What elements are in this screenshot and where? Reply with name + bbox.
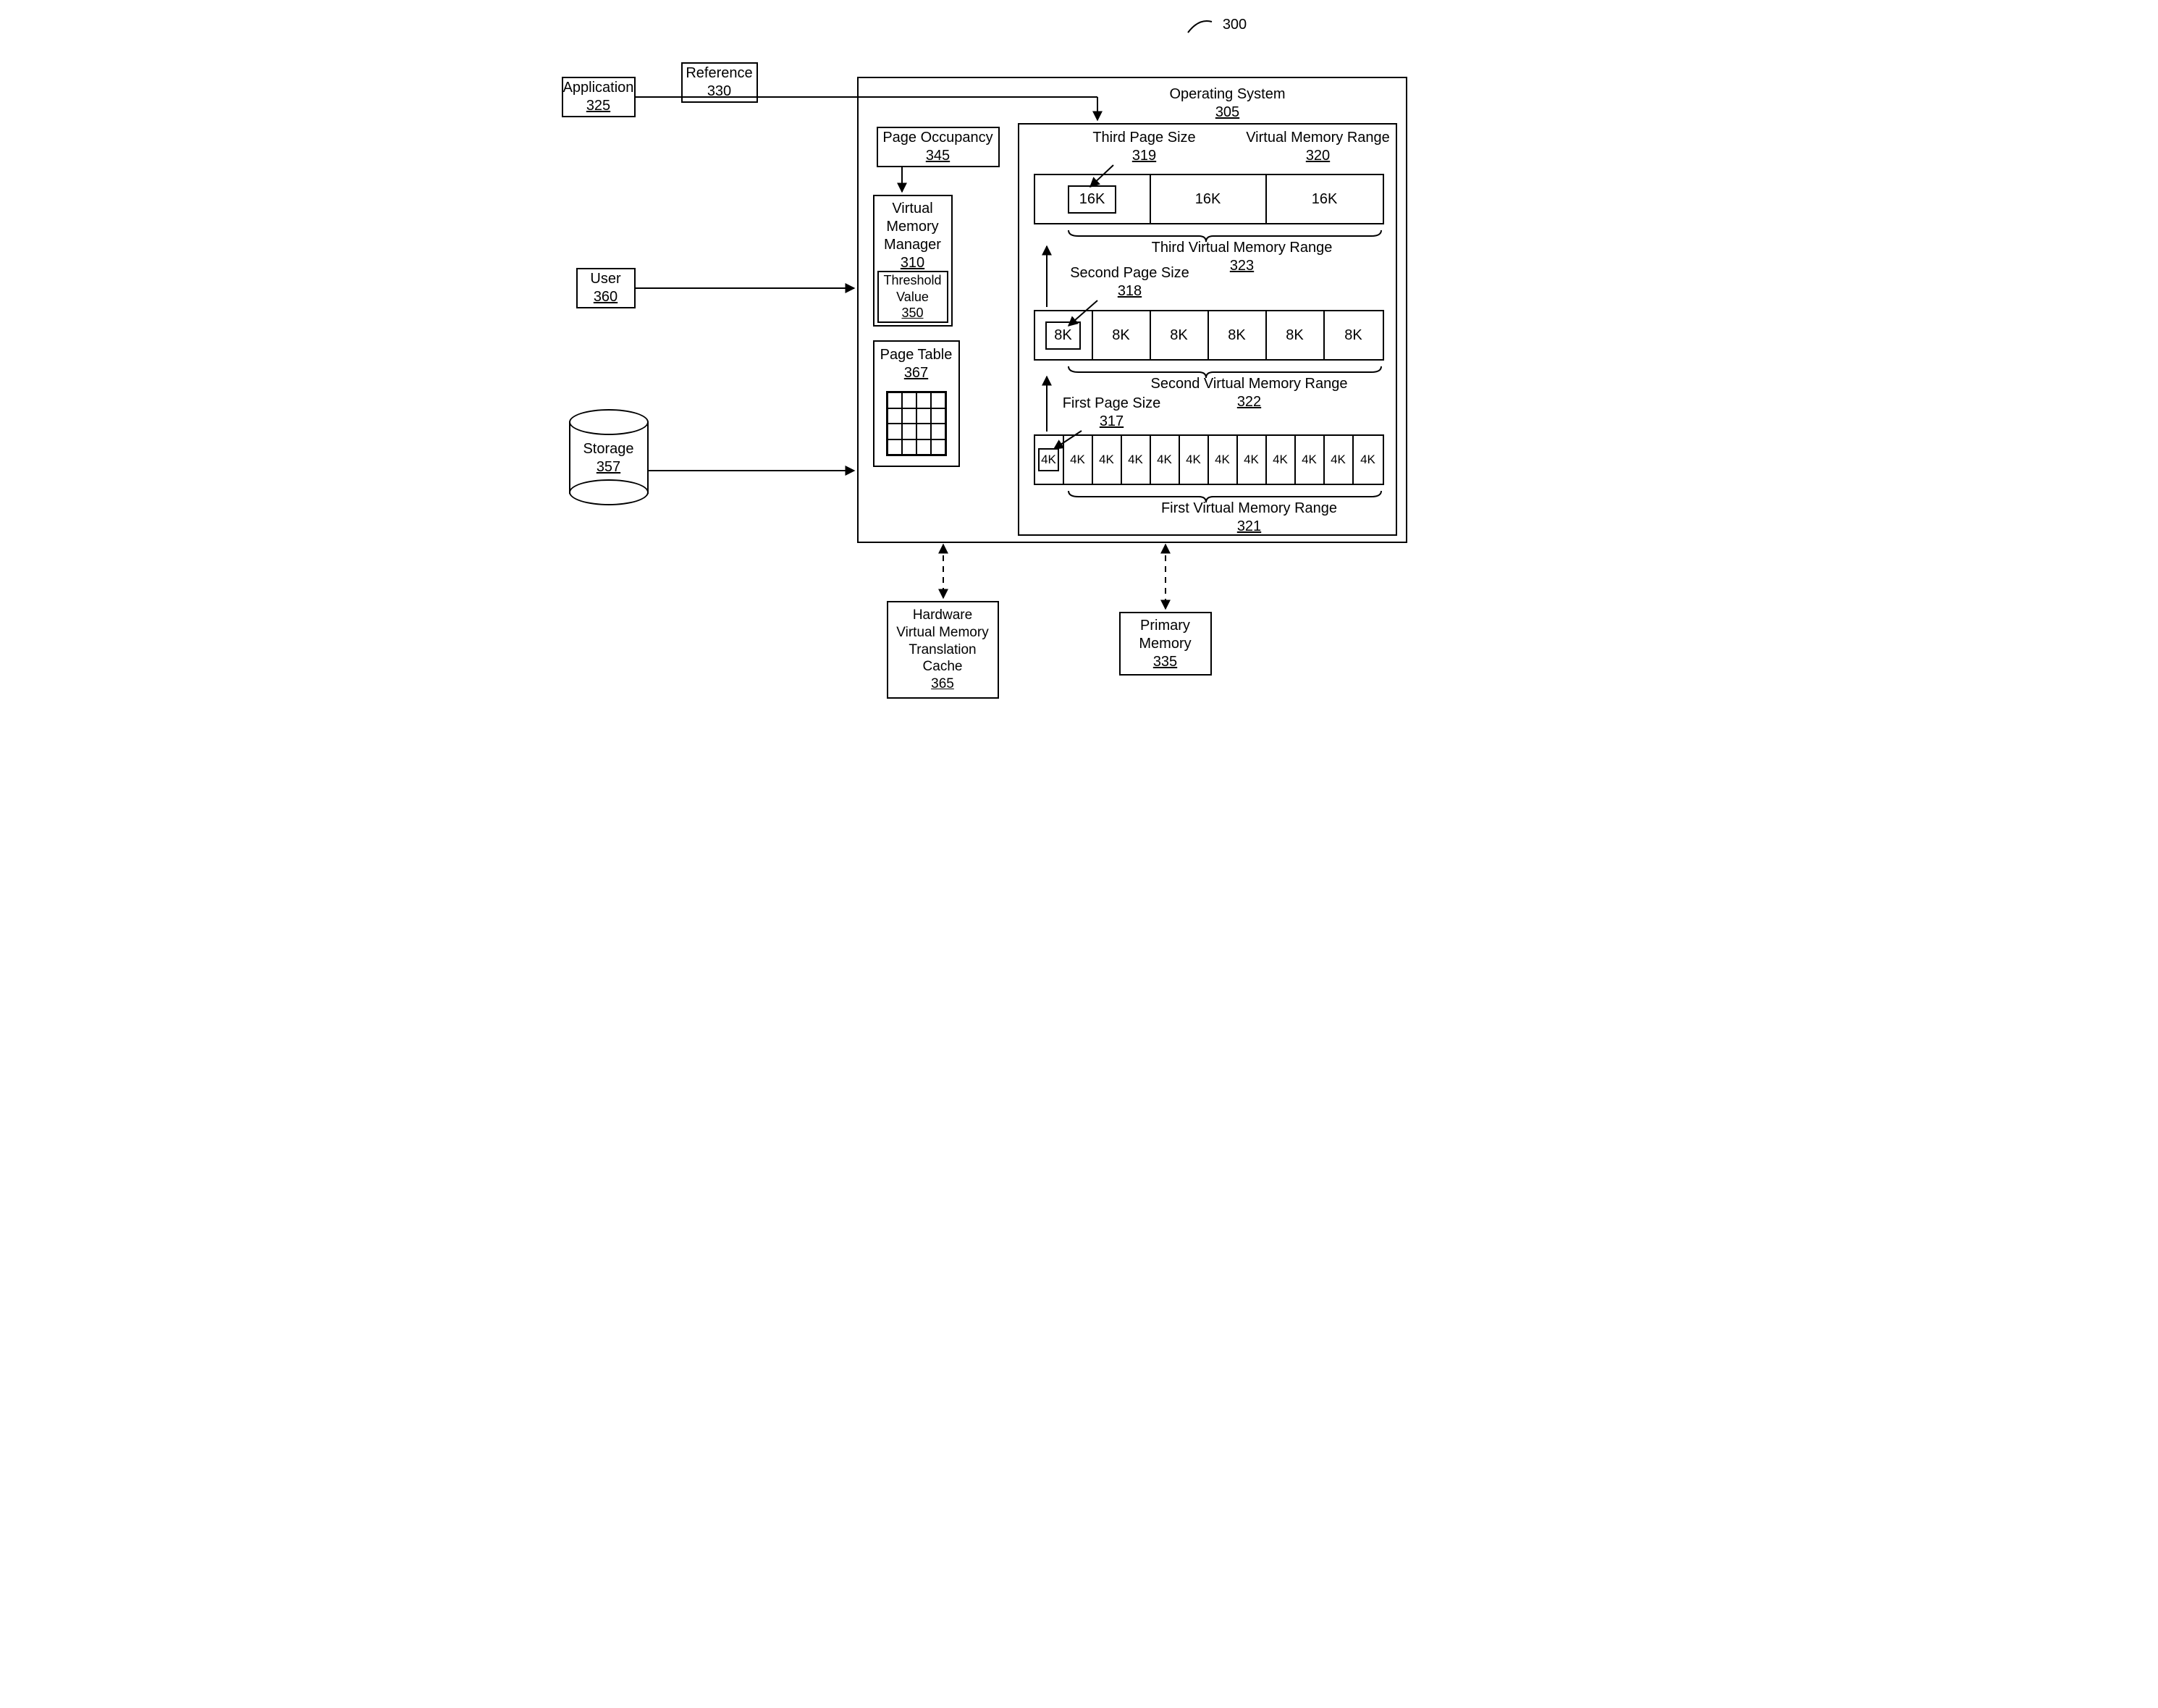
page-occupancy-box: Page Occupancy 345 bbox=[877, 127, 1000, 167]
cell-4k-8: 4K bbox=[1267, 436, 1296, 484]
page-table-num: 367 bbox=[904, 365, 928, 381]
user-label: User bbox=[590, 270, 620, 288]
first-vmr-label: First Virtual Memory Range bbox=[1161, 500, 1337, 516]
vmm-l1: Virtual bbox=[892, 201, 932, 216]
hvmtc-l1: Hardware bbox=[913, 607, 972, 624]
reference-num: 330 bbox=[707, 83, 731, 101]
cell-8k-3: 8K bbox=[1209, 311, 1267, 359]
vmr-label: Virtual Memory Range bbox=[1246, 130, 1390, 146]
second-vmr: Second Virtual Memory Range 322 bbox=[1141, 375, 1358, 411]
page-table-title: Page Table 367 bbox=[873, 346, 960, 382]
application-box: Application 325 bbox=[562, 77, 636, 117]
page-table-label: Page Table bbox=[880, 347, 953, 363]
cell-4k-1: 4K bbox=[1064, 436, 1093, 484]
cell-16k-0: 16K bbox=[1035, 175, 1151, 223]
cell-4k-10: 4K bbox=[1325, 436, 1354, 484]
os-label: Operating System bbox=[1169, 86, 1285, 102]
first-page-size-label: First Page Size bbox=[1063, 395, 1161, 411]
page-occupancy-num: 345 bbox=[926, 147, 950, 165]
cell-8k-0: 8K bbox=[1035, 311, 1093, 359]
storage-label: Storage bbox=[583, 441, 633, 457]
cell-4k-2: 4K bbox=[1093, 436, 1122, 484]
os-title: Operating System 305 bbox=[1134, 85, 1322, 122]
first-vmr: First Virtual Memory Range 321 bbox=[1148, 500, 1351, 536]
pm-l2: Memory bbox=[1139, 635, 1191, 653]
cell-4k-4: 4K bbox=[1151, 436, 1180, 484]
page-table-grid bbox=[886, 391, 947, 456]
cell-8k-4: 8K bbox=[1267, 311, 1325, 359]
hvmtc-box: Hardware Virtual Memory Translation Cach… bbox=[887, 601, 999, 699]
third-vmr-num: 323 bbox=[1230, 258, 1254, 274]
cell-4k-6: 4K bbox=[1209, 436, 1238, 484]
vmm-num: 310 bbox=[901, 255, 924, 271]
vmr-title: Virtual Memory Range 320 bbox=[1235, 129, 1402, 165]
row-8k: 8K 8K 8K 8K 8K 8K bbox=[1034, 310, 1384, 361]
vmr-num: 320 bbox=[1306, 148, 1330, 164]
row-16k: 16K 16K 16K bbox=[1034, 174, 1384, 224]
user-num: 360 bbox=[594, 288, 618, 306]
third-page-size-label: Third Page Size bbox=[1092, 130, 1195, 146]
pm-num: 335 bbox=[1153, 653, 1177, 671]
vmm-l2: Memory bbox=[886, 219, 938, 235]
threshold-l1: Threshold bbox=[883, 272, 941, 289]
user-box: User 360 bbox=[576, 268, 636, 308]
cell-8k-1: 8K bbox=[1093, 311, 1151, 359]
os-num: 305 bbox=[1215, 104, 1239, 120]
figure-number: 300 bbox=[1213, 16, 1257, 34]
second-vmr-num: 322 bbox=[1237, 394, 1261, 410]
first-vmr-num: 321 bbox=[1237, 518, 1261, 534]
threshold-num: 350 bbox=[901, 305, 923, 321]
hvmtc-num: 365 bbox=[931, 676, 954, 693]
cell-4k-11: 4K bbox=[1354, 436, 1383, 484]
hvmtc-l2: Virtual Memory bbox=[896, 624, 988, 641]
cell-4k-9: 4K bbox=[1296, 436, 1325, 484]
vmm-label-block: Virtual Memory Manager 310 bbox=[873, 200, 953, 272]
third-page-size-num: 319 bbox=[1132, 148, 1156, 164]
cell-4k-3: 4K bbox=[1122, 436, 1151, 484]
row-4k: 4K 4K 4K 4K 4K 4K 4K 4K 4K 4K 4K 4K bbox=[1034, 434, 1384, 485]
reference-label: Reference bbox=[686, 64, 752, 83]
application-num: 325 bbox=[586, 97, 610, 115]
second-page-size-num: 318 bbox=[1118, 283, 1142, 299]
storage-num: 357 bbox=[597, 459, 620, 475]
cell-16k-2: 16K bbox=[1267, 175, 1383, 223]
cell-4k-7: 4K bbox=[1238, 436, 1267, 484]
pm-l1: Primary bbox=[1140, 617, 1190, 635]
page-occupancy-label: Page Occupancy bbox=[882, 129, 992, 147]
cell-8k-2: 8K bbox=[1151, 311, 1209, 359]
vmm-l3: Manager bbox=[884, 237, 941, 253]
first-page-size: First Page Size 317 bbox=[1050, 395, 1173, 431]
third-page-size: Third Page Size 319 bbox=[1083, 129, 1206, 165]
threshold-l2: Value bbox=[896, 289, 929, 306]
hvmtc-l3: Translation bbox=[909, 641, 976, 659]
hvmtc-l4: Cache bbox=[923, 658, 963, 676]
cell-8k-5: 8K bbox=[1325, 311, 1383, 359]
second-page-size: Second Page Size 318 bbox=[1061, 264, 1199, 300]
cell-16k-1: 16K bbox=[1151, 175, 1267, 223]
third-vmr-label: Third Virtual Memory Range bbox=[1152, 240, 1333, 256]
figure-number-text: 300 bbox=[1223, 17, 1247, 33]
first-page-size-num: 317 bbox=[1100, 413, 1124, 429]
reference-box: Reference 330 bbox=[681, 62, 758, 103]
second-vmr-label: Second Virtual Memory Range bbox=[1151, 376, 1348, 392]
application-label: Application bbox=[563, 79, 634, 97]
second-page-size-label: Second Page Size bbox=[1070, 265, 1189, 281]
threshold-box: Threshold Value 350 bbox=[877, 271, 948, 323]
cell-4k-5: 4K bbox=[1180, 436, 1209, 484]
cell-4k-0: 4K bbox=[1035, 436, 1064, 484]
primary-memory-box: Primary Memory 335 bbox=[1119, 612, 1212, 676]
